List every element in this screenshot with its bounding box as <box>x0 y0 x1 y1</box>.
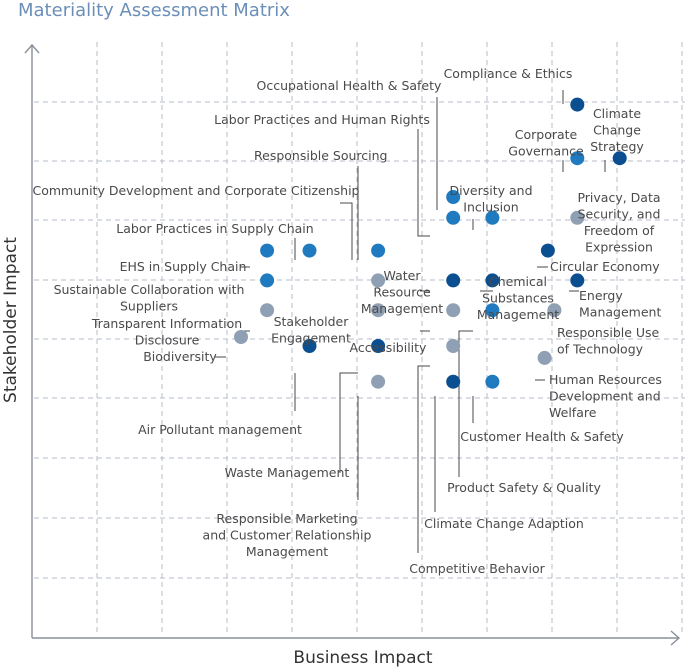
point-circular-economy <box>540 243 555 258</box>
x-axis-title: Business Impact <box>293 648 432 667</box>
label-biodiversity: Biodiversity <box>143 349 217 364</box>
point-responsible-use-of-technology <box>547 303 562 318</box>
label-energy-management: Energy Management <box>579 288 661 320</box>
label-diversity-and-inclusion: Diversity and Inclusion <box>449 183 532 215</box>
label-climate-change-adaption: Climate Change Adaption <box>424 516 584 531</box>
leader-competitive-behavior <box>417 365 430 553</box>
point-stakeholder-engagement <box>371 303 386 318</box>
point-labor-practices-and-human-rights <box>446 210 461 225</box>
leader-product-safety-quality <box>458 330 473 477</box>
label-water-resource-management: Water Resource Management <box>361 268 443 316</box>
point-human-resources-development-and-welfare <box>537 350 552 365</box>
point-responsible-sourcing <box>371 273 386 288</box>
point-community-development-and-corporate-citizenship <box>371 243 386 258</box>
label-circular-economy: Circular Economy <box>550 259 660 274</box>
label-accessibility: Accessibility <box>350 340 428 355</box>
label-climate-change-strategy: Climate Change Strategy <box>590 106 644 154</box>
point-customer-health-safety <box>485 374 500 389</box>
data-points <box>234 97 627 389</box>
point-responsible-marketing-and-customer-relationship-management <box>371 374 386 389</box>
point-product-safety-quality <box>485 303 500 318</box>
label-chemical-substances-management: Chemical Substances Management <box>477 274 559 322</box>
chart-title: Materiality Assessment Matrix <box>18 0 290 21</box>
label-corporate-governance: Corporate Governance <box>508 127 584 159</box>
label-stakeholder-engagement: Stakeholder Engagement <box>271 314 351 346</box>
axes <box>24 43 681 646</box>
point-transparent-information-disclosure <box>260 303 275 318</box>
point-waste-management <box>371 339 386 353</box>
label-responsible-marketing-and-customer-relationship-management: Responsible Marketing and Customer Relati… <box>203 511 372 559</box>
label-transparent-information-disclosure: Transparent Information Disclosure <box>91 316 242 348</box>
label-sustainable-collaboration-with-suppliers: Sustainable Collaboration with Suppliers <box>54 282 245 314</box>
label-labor-practices-and-human-rights: Labor Practices and Human Rights <box>214 112 430 127</box>
x-axis-arrow <box>670 630 681 646</box>
label-community-development-and-corporate-citizenship: Community Development and Corporate Citi… <box>33 183 360 198</box>
y-axis-arrow <box>24 43 40 54</box>
label-privacy-data-security-and-freedom-of-expression: Privacy, Data Security, and Freedom of Expr… <box>577 190 660 255</box>
point-labor-practices-in-supply-chain <box>302 243 317 258</box>
label-competitive-behavior: Competitive Behavior <box>409 561 545 576</box>
label-labor-practices-in-supply-chain: Labor Practices in Supply Chain <box>116 221 313 236</box>
label-human-resources-development-and-welfare: Human Resources Development and Welfare <box>549 372 662 420</box>
point-accessibility <box>446 303 461 318</box>
point-air-pollutant-management <box>302 339 317 353</box>
point-occupational-health-safety <box>446 190 461 204</box>
leader-waste-management <box>339 372 358 473</box>
point-corporate-governance <box>570 151 585 166</box>
point-water-resource-management <box>446 273 461 288</box>
label-compliance-ethics: Compliance & Ethics <box>444 66 573 81</box>
leader-community-development-and-corporate-citizenship <box>340 202 353 260</box>
point-compliance-ethics <box>570 97 585 112</box>
point-biodiversity <box>234 330 248 344</box>
label-product-safety-quality: Product Safety & Quality <box>447 480 601 495</box>
point-privacy-data-security-and-freedom-of-expression <box>570 210 585 225</box>
point-labels: Compliance & Ethics Climate Change Strategy… <box>33 66 662 576</box>
label-air-pollutant-management: Air Pollutant management <box>138 422 302 437</box>
label-waste-management: Waste Management <box>225 465 350 480</box>
point-chemical-substances-management <box>485 273 500 288</box>
label-responsible-use-of-technology: Responsible Use of Technology <box>557 325 660 357</box>
point-ehs-in-supply-chain <box>260 243 275 258</box>
point-sustainable-collaboration-with-suppliers <box>260 273 275 288</box>
label-responsible-sourcing: Responsible Sourcing <box>254 148 387 163</box>
label-occupational-health-safety: Occupational Health & Safety <box>257 78 442 93</box>
label-ehs-in-supply-chain: EHS in Supply Chain <box>120 259 247 274</box>
point-energy-management <box>570 273 585 288</box>
y-axis-title: Stakeholder Impact <box>1 237 21 403</box>
point-climate-change-adaption <box>446 374 461 389</box>
leader-labor-practices-and-human-rights <box>417 129 430 237</box>
point-diversity-and-inclusion <box>485 210 500 225</box>
point-climate-change-strategy <box>612 151 627 166</box>
label-customer-health-safety: Customer Health & Safety <box>460 429 624 444</box>
point-competitive-behavior <box>446 339 461 353</box>
